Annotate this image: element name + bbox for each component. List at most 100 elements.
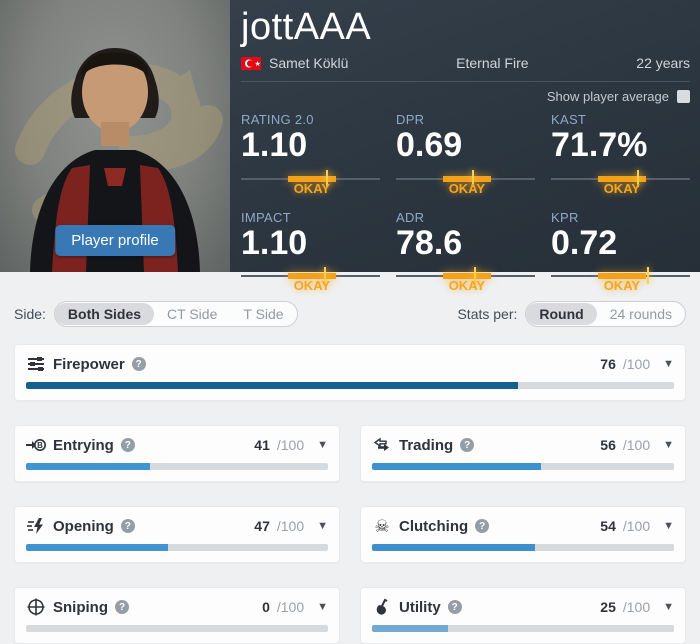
category-label: Opening [53, 517, 114, 535]
stats-per-control: Round 24 rounds [525, 301, 686, 327]
chevron-down-icon[interactable]: ▼ [317, 601, 328, 613]
category-score-max: /100 [622, 437, 651, 453]
stat-badge: OKAY [603, 278, 641, 294]
turkey-flag-icon: ★ [241, 56, 261, 70]
stat-value: 0.72 [551, 223, 618, 262]
side-filter-label: Side: [14, 306, 46, 322]
stat-value: 1.10 [241, 126, 308, 164]
help-icon[interactable]: ? [115, 600, 129, 614]
stat-badge: OKAY [603, 180, 641, 196]
player-team[interactable]: Eternal Fire [456, 55, 529, 71]
player-nickname: jottAAA [241, 6, 372, 48]
category-card-sniping: Sniping ? 0 /100 ▼ [14, 587, 340, 644]
stat-meter: OKAY [396, 267, 535, 295]
chevron-down-icon[interactable]: ▼ [663, 520, 674, 532]
stat-meter: OKAY [551, 169, 690, 198]
stat-label: IMPACT [241, 209, 291, 225]
stat-label: KPR [551, 209, 579, 225]
stat-badge: OKAY [448, 278, 486, 294]
stat-badge: OKAY [293, 278, 331, 294]
help-icon[interactable]: ? [120, 519, 135, 533]
grenade-icon [372, 597, 392, 617]
category-card-trading: Trading ? 56 /100 ▼ [360, 425, 686, 482]
category-score: 76 [600, 356, 616, 372]
player-photo: 1XBET Player profile [0, 0, 230, 272]
chevron-down-icon[interactable]: ▼ [317, 439, 328, 451]
help-icon[interactable]: ? [447, 600, 462, 614]
side-option-t[interactable]: T Side [243, 306, 284, 322]
sliders-icon [26, 354, 46, 374]
category-label: Clutching [399, 517, 469, 535]
category-card-utility: Utility ? 25 /100 ▼ [360, 587, 686, 644]
stat-value: 0.69 [396, 126, 463, 164]
help-icon[interactable]: ? [475, 519, 490, 533]
progress-track [26, 544, 328, 551]
category-score: 0 [262, 599, 270, 615]
category-score: 25 [600, 599, 616, 615]
chevron-down-icon[interactable]: ▼ [663, 601, 674, 613]
progress-fill [372, 625, 448, 632]
category-label: Utility [399, 598, 441, 616]
progress-track [372, 463, 674, 470]
category-score-max: /100 [276, 599, 305, 615]
progress-fill [372, 463, 542, 470]
player-real-name: Samet Köklü [269, 55, 349, 71]
header-divider [241, 81, 690, 82]
skull-icon: ☠ [374, 516, 390, 536]
stat-value: 78.6 [396, 223, 463, 262]
progress-track [372, 544, 674, 551]
category-score: 41 [254, 437, 270, 453]
stat-label: ADR [396, 209, 425, 225]
chevron-down-icon[interactable]: ▼ [663, 439, 674, 451]
help-icon[interactable]: ? [120, 438, 135, 452]
side-filter-control: Both Sides CT Side T Side [53, 301, 298, 327]
category-score-max: /100 [622, 518, 651, 534]
svg-text:B: B [37, 441, 43, 450]
category-score-max: /100 [276, 437, 305, 453]
category-label: Sniping [53, 598, 108, 616]
entry-icon: B [26, 435, 46, 455]
progress-fill [26, 544, 168, 551]
stats-per-label: Stats per: [457, 306, 518, 322]
category-label: Firepower [53, 355, 125, 373]
progress-track [372, 625, 674, 632]
stat-meter: OKAY [241, 169, 380, 198]
help-icon[interactable]: ? [131, 357, 146, 371]
stat-tile-impact: IMPACT 1.10 OKAY [241, 210, 380, 296]
stat-badge: OKAY [448, 180, 486, 196]
category-score-max: /100 [622, 599, 651, 615]
stats-per-option-rounds[interactable]: 24 rounds [609, 306, 672, 322]
category-card-entrying: B Entrying ? 41 /100 ▼ [14, 425, 340, 482]
filters-row: Side: Both Sides CT Side T Side Stats pe… [14, 301, 686, 327]
show-player-average-checkbox[interactable] [677, 90, 690, 103]
player-age: 22 years [636, 55, 690, 71]
lightning-icon [26, 516, 46, 536]
stat-meter: OKAY [551, 267, 690, 295]
stat-tile-dpr: DPR 0.69 OKAY [396, 112, 535, 198]
player-profile-button[interactable]: Player profile [55, 225, 175, 256]
progress-fill [26, 463, 150, 470]
stats-per-option-round[interactable]: Round [526, 303, 597, 325]
svg-text:★: ★ [255, 60, 261, 68]
side-option-ct[interactable]: CT Side [167, 306, 218, 322]
category-card-opening: Opening ? 47 /100 ▼ [14, 506, 340, 563]
category-score: 47 [254, 518, 270, 534]
chevron-down-icon[interactable]: ▼ [663, 358, 674, 370]
category-score-max: /100 [622, 356, 651, 372]
stat-value: 71.7% [551, 126, 648, 164]
stat-tile-kast: KAST 71.7% OKAY [551, 112, 690, 198]
stat-tile-kpr: KPR 0.72 OKAY [551, 210, 690, 296]
stat-badge: OKAY [293, 180, 331, 196]
category-score: 56 [600, 437, 616, 453]
stat-meter: OKAY [241, 267, 380, 295]
progress-fill [372, 544, 536, 551]
category-score: 54 [600, 518, 616, 534]
player-header: 1XBET Player profile jottAAA ★ Samet Kök… [0, 0, 700, 293]
help-icon[interactable]: ? [460, 438, 475, 452]
progress-track [26, 382, 674, 389]
category-card-clutching: ☠ Clutching ? 54 /100 ▼ [360, 506, 686, 563]
show-player-average-label: Show player average [546, 89, 669, 104]
chevron-down-icon[interactable]: ▼ [317, 520, 328, 532]
stat-tile-rating: RATING 2.0 1.10 OKAY [241, 112, 380, 198]
side-option-both[interactable]: Both Sides [54, 303, 155, 325]
